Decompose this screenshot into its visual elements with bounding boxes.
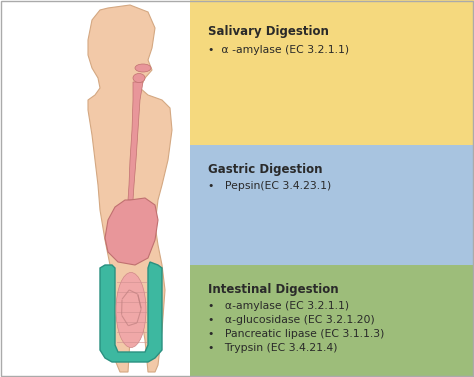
- Ellipse shape: [135, 64, 151, 72]
- Polygon shape: [128, 82, 143, 200]
- Text: Gastric Digestion: Gastric Digestion: [208, 163, 322, 176]
- Polygon shape: [88, 5, 172, 372]
- Text: •   Trypsin (EC 3.4.21.4): • Trypsin (EC 3.4.21.4): [208, 343, 337, 353]
- Text: Intestinal Digestion: Intestinal Digestion: [208, 283, 338, 296]
- Text: •   Pepsin(EC 3.4.23.1): • Pepsin(EC 3.4.23.1): [208, 181, 331, 191]
- Text: •  α -amylase (EC 3.2.1.1): • α -amylase (EC 3.2.1.1): [208, 45, 349, 55]
- Text: •   Pancreatic lipase (EC 3.1.1.3): • Pancreatic lipase (EC 3.1.1.3): [208, 329, 384, 339]
- Bar: [190, 0, 474, 145]
- Ellipse shape: [116, 273, 146, 348]
- Text: •   α-glucosidase (EC 3.2.1.20): • α-glucosidase (EC 3.2.1.20): [208, 315, 374, 325]
- Text: •   α-amylase (EC 3.2.1.1): • α-amylase (EC 3.2.1.1): [208, 301, 349, 311]
- Bar: [190, 265, 474, 377]
- Text: Salivary Digestion: Salivary Digestion: [208, 25, 328, 38]
- Ellipse shape: [133, 74, 145, 83]
- Polygon shape: [100, 262, 162, 362]
- Polygon shape: [105, 198, 158, 265]
- Bar: [190, 145, 474, 265]
